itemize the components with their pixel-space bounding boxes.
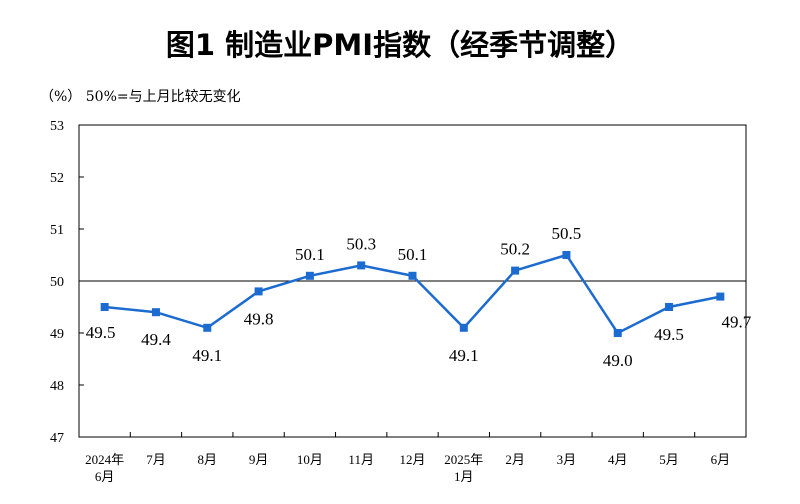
x-tick-label: 2024年 [85, 452, 124, 467]
y-tick-label: 51 [50, 223, 64, 238]
data-point [100, 303, 109, 311]
x-tick-label: 1月 [454, 469, 474, 484]
data-point [357, 261, 366, 270]
data-label: 49.5 [86, 323, 116, 342]
x-tick-label: 4月 [608, 452, 628, 467]
x-tick-label: 5月 [659, 452, 679, 467]
data-label: 50.1 [295, 245, 325, 264]
y-tick-label: 50 [50, 275, 64, 290]
data-label: 49.0 [603, 351, 633, 370]
x-tick-label: 9月 [249, 452, 269, 467]
x-tick-label: 10月 [297, 452, 323, 467]
y-tick-label: 49 [50, 327, 64, 342]
data-point [151, 308, 160, 317]
x-tick-label: 2025年 [444, 452, 483, 467]
x-tick-label: 2月 [505, 452, 525, 467]
data-point [408, 271, 417, 280]
data-point [613, 329, 622, 337]
data-label: 50.3 [346, 234, 376, 253]
data-point [254, 287, 263, 296]
data-point [305, 271, 314, 280]
data-label: 50.1 [398, 245, 428, 264]
data-label: 49.8 [244, 309, 274, 328]
chart-subtitle: （%） 50%=与上月比较无变化 [40, 89, 241, 105]
data-label: 49.1 [449, 346, 479, 365]
x-tick-label: 7月 [146, 452, 166, 467]
data-point [511, 266, 520, 275]
y-tick-label: 47 [50, 431, 64, 446]
data-point [716, 292, 725, 301]
data-point [665, 303, 674, 311]
data-label: 50.2 [500, 240, 530, 259]
data-point [459, 323, 468, 332]
x-tick-label: 3月 [557, 452, 577, 467]
x-tick-label: 6月 [711, 452, 731, 467]
data-label: 49.7 [721, 313, 751, 332]
y-tick-label: 53 [50, 119, 64, 134]
data-label: 50.5 [552, 224, 582, 243]
chart-title: 图1 制造业PMI指数（经季节调整） [165, 28, 635, 62]
x-tick-label: 11月 [348, 452, 374, 467]
x-tick-label: 8月 [198, 452, 218, 467]
y-tick-label: 48 [50, 379, 64, 394]
y-tick-label: 52 [50, 171, 64, 186]
data-point [203, 323, 212, 332]
series-line [104, 253, 721, 335]
data-point [562, 251, 571, 259]
data-label: 49.5 [654, 325, 684, 344]
x-tick-label: 6月 [95, 469, 115, 484]
x-tick-label: 12月 [399, 452, 425, 467]
data-label: 49.1 [192, 346, 222, 365]
data-label: 49.4 [141, 330, 171, 349]
